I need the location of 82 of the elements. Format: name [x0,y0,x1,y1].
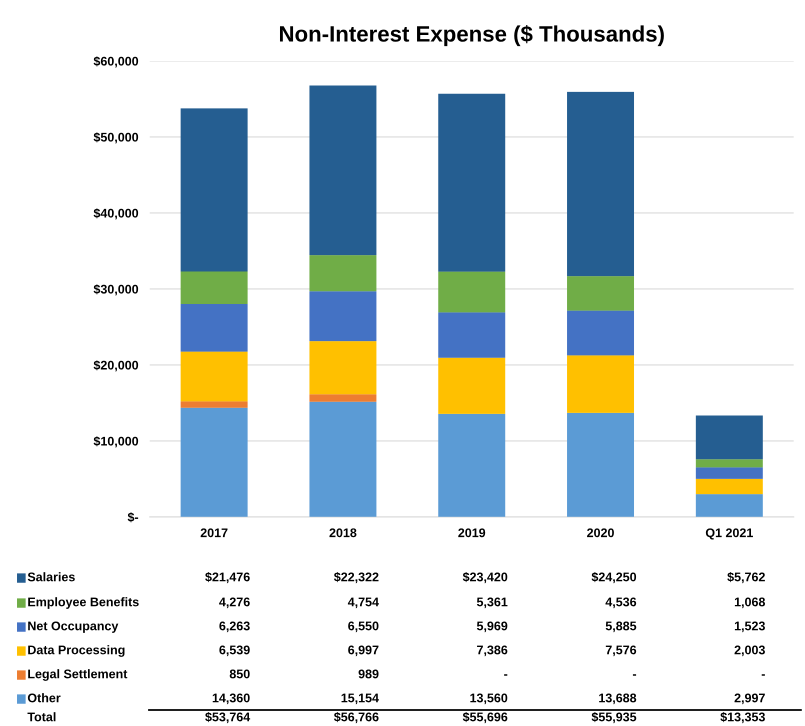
text: $13,353 [720,712,765,724]
data-label: 4,754 [348,598,379,608]
text: - [762,674,765,676]
data-label: 2,003 [734,646,765,656]
bar [309,291,376,342]
bar [309,341,376,394]
data-label: 850 [230,670,250,678]
bar [696,478,763,494]
data-label: 4,536 [606,598,636,608]
bar [696,415,763,460]
bar [180,352,248,402]
bar [180,108,248,272]
data-label: 15,154 [342,694,379,704]
data-label: 4,276 [219,598,250,608]
bar [696,459,763,468]
text: Total [28,712,56,722]
text: $56,766 [334,712,379,724]
y-tick-label: $50,000 [94,132,138,144]
y-tick-label: $10,000 [94,436,138,448]
bar [309,394,376,402]
text: - [632,674,636,676]
data-label: 7,386 [477,646,508,656]
data-label: $24,250 [592,572,636,584]
bar [180,401,248,408]
bar [567,310,634,356]
data-label: $22,322 [334,572,378,584]
y-tick-label: $30,000 [94,284,138,296]
text: - [504,674,508,676]
data-label: 5,361 [476,598,508,608]
x-tick-label: 2019 [458,528,486,538]
y-tick-label: $40,000 [94,208,138,220]
data-label: 5,969 [476,622,508,632]
data-label: 6,997 [348,646,378,656]
data-label: 13,688 [599,694,636,704]
text: $55,935 [592,712,636,724]
data-label: $5,762 [727,572,765,584]
bar [309,255,376,292]
bar [180,408,248,517]
y-tick-label: $20,000 [94,360,138,372]
legend-label: Legal Settlement [28,669,128,681]
x-tick-label: 2020 [587,528,614,538]
bar [309,402,376,517]
data-label: 989 [358,670,379,678]
data-label: 6,263 [219,622,250,632]
text: $53,764 [205,712,250,724]
legend-label: Net Occupancy [28,622,118,633]
bar [438,312,506,358]
legend-label: Employee Benefits [28,597,139,609]
text: $55,696 [462,712,508,724]
data-label: 5,885 [606,622,636,632]
bar [696,494,763,517]
data-label: $21,476 [205,572,250,584]
data-label: 2,997 [734,694,765,704]
bar [567,276,634,311]
data-label: 1,523 [734,622,765,632]
legend-label: Other [28,693,61,702]
x-tick-label: 2018 [329,528,356,538]
bar [567,355,634,413]
bar [438,414,506,517]
data-label: 13,560 [470,694,508,704]
data-label: 1,068 [734,598,766,608]
bar [438,94,506,272]
y-tick-label: $- [128,512,138,522]
bar [567,412,634,517]
bar [180,272,248,304]
data-label: 14,360 [212,694,250,704]
legend-label: Data Processing [28,645,124,657]
bar [438,272,506,312]
bar [567,92,634,276]
bar [180,304,248,352]
data-label: 6,550 [348,622,378,632]
bar [438,358,506,414]
legend-label: Salaries [28,572,75,582]
y-tick-label: $60,000 [94,56,138,68]
x-tick-label: 2017 [200,528,228,538]
data-label: $23,420 [462,572,508,584]
bar [309,86,376,256]
data-label: 6,539 [219,646,250,656]
chart-title: Non-Interest Expense ($ Thousands) [280,25,664,46]
x-tick-label: Q1 2021 [706,528,753,540]
data-label: 7,576 [606,646,636,656]
bar [696,467,763,479]
